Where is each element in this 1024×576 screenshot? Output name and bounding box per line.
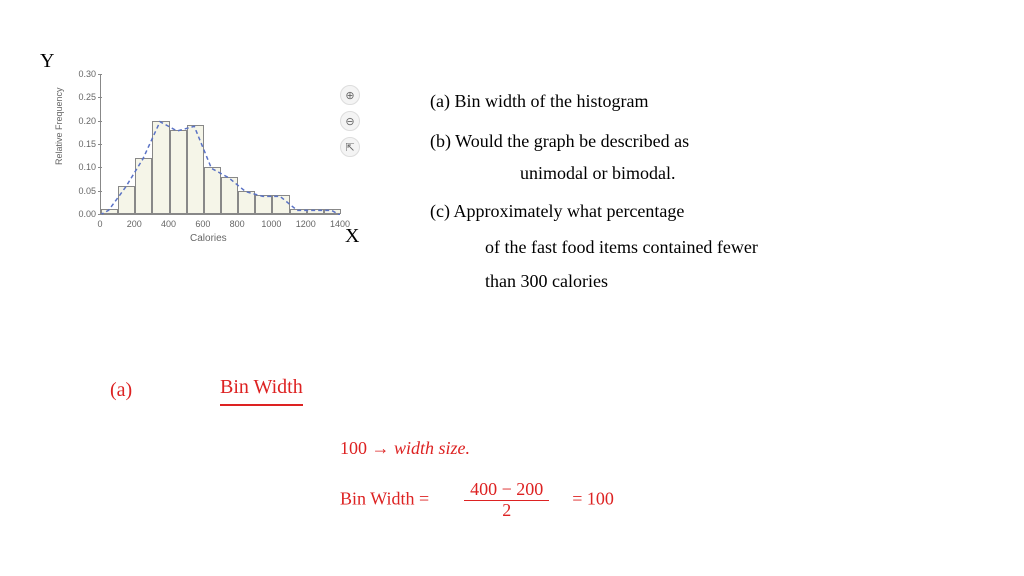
question-c-line1: (c) Approximately what percentage — [430, 198, 684, 225]
x-tick: 1000 — [261, 219, 281, 229]
open-icon[interactable]: ⇱ — [340, 137, 360, 157]
y-tick: 0.30 — [68, 69, 96, 79]
histogram-bar — [118, 186, 135, 214]
x-tick: 0 — [97, 219, 102, 229]
question-c-line2: of the fast food items contained fewer — [485, 234, 758, 261]
y-tick: 0.25 — [68, 92, 96, 102]
fraction: 400 − 200 2 — [464, 480, 549, 521]
fraction-denominator: 2 — [464, 501, 549, 521]
plot-area — [100, 75, 340, 215]
histogram-bar — [170, 130, 187, 214]
answer-line1: 100 → width size. — [340, 435, 470, 462]
y-tick: 0.10 — [68, 162, 96, 172]
answer-title: Bin Width — [220, 372, 303, 406]
answer-line2: Bin Width = 400 − 200 2 = 100 — [340, 480, 614, 521]
histogram-bar — [238, 191, 255, 214]
zoom-out-icon[interactable]: ⊖ — [340, 111, 360, 131]
answer-line1-b: width size. — [394, 438, 470, 458]
x-tick: 1400 — [330, 219, 350, 229]
histogram-chart: Relative Frequency Calories 0.000.050.10… — [60, 75, 350, 245]
question-a: (a) Bin width of the histogram — [430, 88, 648, 115]
chart-ylabel: Relative Frequency — [54, 87, 64, 165]
x-tick: 400 — [161, 219, 176, 229]
chart-xlabel: Calories — [190, 233, 227, 244]
question-b-line2: unimodal or bimodal. — [520, 160, 675, 187]
answer-line1-a: 100 → — [340, 438, 390, 458]
y-axis-letter: Y — [40, 50, 54, 73]
x-tick: 600 — [195, 219, 210, 229]
answer-label: (a) — [110, 375, 132, 405]
x-tick: 800 — [230, 219, 245, 229]
answer-result: = 100 — [572, 488, 614, 508]
histogram-bar — [290, 209, 307, 214]
answer-line2-label: Bin Width = — [340, 488, 429, 508]
y-tick: 0.05 — [68, 186, 96, 196]
histogram-bar — [324, 209, 341, 214]
fraction-numerator: 400 − 200 — [464, 480, 549, 501]
y-tick: 0.15 — [68, 139, 96, 149]
x-tick: 1200 — [296, 219, 316, 229]
y-tick: 0.20 — [68, 116, 96, 126]
question-b-line1: (b) Would the graph be described as — [430, 128, 689, 155]
zoom-in-icon[interactable]: ⊕ — [340, 85, 360, 105]
histogram-bar — [272, 195, 289, 214]
y-tick: 0.00 — [68, 209, 96, 219]
histogram-bar — [135, 158, 152, 214]
histogram-bar — [187, 125, 204, 214]
histogram-bar — [307, 209, 324, 214]
histogram-bar — [101, 209, 118, 214]
histogram-bar — [152, 121, 169, 214]
x-tick: 200 — [127, 219, 142, 229]
histogram-bar — [221, 177, 238, 214]
question-c-line3: than 300 calories — [485, 268, 608, 295]
histogram-bar — [204, 167, 221, 214]
histogram-bar — [255, 195, 272, 214]
